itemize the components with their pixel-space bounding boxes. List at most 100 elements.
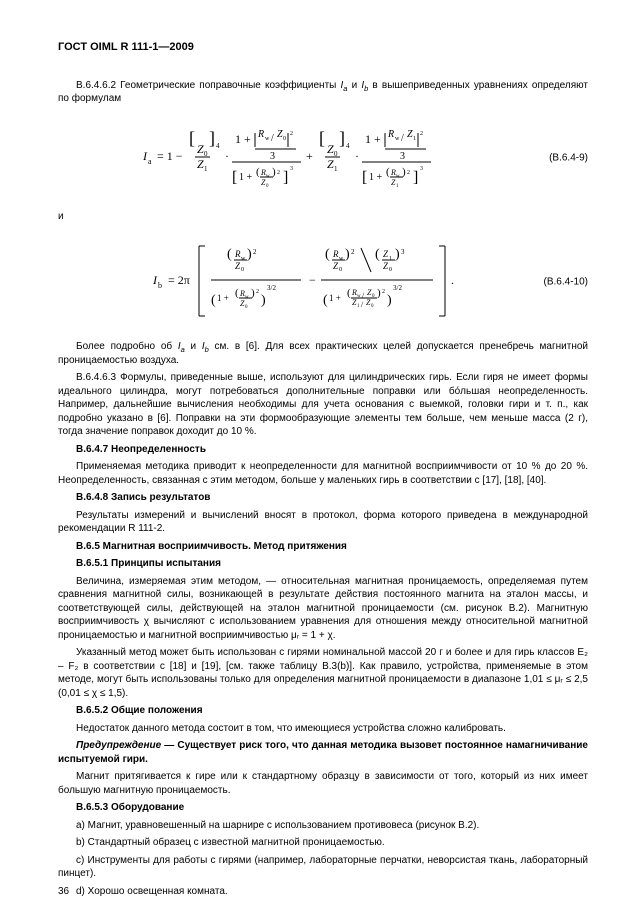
svg-text:0: 0 bbox=[371, 304, 374, 309]
svg-text:1: 1 bbox=[334, 165, 338, 173]
heading-b653: B.6.5.3 Оборудование bbox=[58, 801, 588, 815]
svg-text:3/2: 3/2 bbox=[393, 284, 402, 292]
svg-text:3: 3 bbox=[400, 151, 405, 162]
list-item-b: b) Стандартный образец с известной магни… bbox=[58, 836, 588, 850]
heading-b647: B.6.4.7 Неопределенность bbox=[58, 443, 588, 457]
warning-paragraph: Предупреждение — Существует риск того, ч… bbox=[58, 739, 588, 766]
svg-text:.: . bbox=[451, 273, 454, 287]
list-item-d: d) Хорошо освещенная комната. bbox=[58, 885, 588, 899]
paragraph-b648: Результаты измерений и вычислений вносят… bbox=[58, 509, 588, 536]
svg-text:w: w bbox=[339, 256, 344, 262]
svg-text:1: 1 bbox=[413, 136, 416, 142]
svg-text:): ) bbox=[395, 247, 400, 262]
svg-text:2: 2 bbox=[382, 289, 385, 295]
list-item-a: a) Магнит, уравновешенный на шарнире с и… bbox=[58, 819, 588, 833]
svg-text:(: ( bbox=[211, 293, 216, 308]
paragraph-b6463: B.6.4.6.3 Формулы, приведенные выше, исп… bbox=[58, 371, 588, 439]
svg-text:Z: Z bbox=[327, 142, 334, 156]
svg-text:(: ( bbox=[256, 166, 260, 178]
svg-text:): ) bbox=[377, 287, 381, 299]
svg-text:): ) bbox=[251, 287, 255, 299]
svg-text:0: 0 bbox=[283, 136, 286, 142]
svg-text:+: + bbox=[306, 149, 313, 163]
document-page: ГОСТ OIML R 111-1—2009 B.6.4.6.2 Геометр… bbox=[0, 0, 630, 922]
svg-text:R: R bbox=[332, 249, 339, 259]
paragraph-b651a: Величина, измеряемая этим методом, — отн… bbox=[58, 575, 588, 643]
svg-text:3: 3 bbox=[401, 248, 405, 256]
svg-text:2: 2 bbox=[277, 170, 280, 176]
svg-text:0: 0 bbox=[241, 267, 244, 273]
paragraph-b652b: Магнит притягивается к гире или к станда… bbox=[58, 770, 588, 797]
equation-image: Ib = 2π ( Rw Z0 ) 2 ( 1 + bbox=[153, 238, 493, 327]
svg-text:): ) bbox=[261, 293, 266, 308]
svg-text:(: ( bbox=[235, 287, 239, 299]
svg-text:1: 1 bbox=[389, 256, 392, 262]
svg-text:w: w bbox=[265, 136, 270, 142]
svg-text:(: ( bbox=[375, 247, 380, 262]
heading-b651: B.6.5.1 Принципы испытания bbox=[58, 557, 588, 571]
paragraph-b647: Применяемая методика приводит к неопреде… bbox=[58, 460, 588, 487]
equation-number: (B.6.4-10) bbox=[544, 275, 588, 289]
svg-text:(: ( bbox=[325, 247, 330, 262]
heading-b648: B.6.4.8 Запись результатов bbox=[58, 491, 588, 505]
text: и bbox=[347, 80, 361, 91]
svg-text:0: 0 bbox=[245, 305, 248, 310]
svg-text:2: 2 bbox=[420, 131, 423, 137]
svg-text:): ) bbox=[387, 293, 392, 308]
paragraph-b651b: Указанный метод может быть использован с… bbox=[58, 646, 588, 700]
svg-text:[: [ bbox=[362, 169, 367, 186]
list-item-c: c) Инструменты для работы с гирями (напр… bbox=[58, 854, 588, 881]
svg-text:3: 3 bbox=[290, 166, 293, 172]
svg-text:]: ] bbox=[413, 169, 418, 186]
svg-text:/: / bbox=[361, 300, 364, 309]
svg-text:[: [ bbox=[319, 128, 325, 148]
paragraph-more: Более подробно об Ia и Ib см. в [6]. Для… bbox=[58, 340, 588, 367]
svg-text:R: R bbox=[257, 129, 264, 140]
text: Более подробно об bbox=[76, 341, 178, 352]
equation-number: (B.6.4-9) bbox=[549, 151, 588, 165]
equation-b6410: Ib = 2π ( Rw Z0 ) 2 ( 1 + bbox=[58, 238, 588, 327]
sym-ia: Ia bbox=[178, 341, 185, 352]
svg-text:1 +: 1 + bbox=[369, 172, 383, 183]
svg-text:/: / bbox=[401, 133, 404, 144]
heading-b652: B.6.5.2 Общие положения bbox=[58, 704, 588, 718]
svg-text:2: 2 bbox=[253, 248, 257, 256]
svg-text:]: ] bbox=[283, 169, 288, 186]
svg-text:0: 0 bbox=[389, 267, 392, 273]
svg-text:1: 1 bbox=[204, 165, 208, 173]
svg-text:−: − bbox=[309, 273, 316, 287]
page-number: 36 bbox=[58, 885, 69, 899]
svg-text:Z: Z bbox=[327, 157, 334, 171]
text: B.6.4.6.2 Геометрические поправочные коэ… bbox=[76, 80, 341, 91]
svg-text:1 +: 1 + bbox=[239, 172, 253, 183]
svg-text:[: [ bbox=[232, 169, 237, 186]
svg-text:b: b bbox=[158, 281, 162, 290]
paragraph-b652: Недостаток данного метода состоит в том,… bbox=[58, 722, 588, 736]
svg-text:[: [ bbox=[189, 128, 195, 148]
svg-text:]: ] bbox=[209, 128, 215, 148]
svg-text:R: R bbox=[234, 249, 241, 259]
svg-text:2: 2 bbox=[351, 248, 355, 256]
svg-text:(: ( bbox=[347, 287, 351, 299]
paragraph-b6462: B.6.4.6.2 Геометрические поправочные коэ… bbox=[58, 79, 588, 106]
svg-text:(: ( bbox=[386, 166, 390, 178]
text: и bbox=[185, 341, 202, 352]
svg-text:1: 1 bbox=[396, 184, 399, 189]
svg-text:1 +: 1 + bbox=[235, 132, 251, 146]
svg-text:Z: Z bbox=[197, 142, 204, 156]
svg-text:R: R bbox=[387, 129, 394, 140]
svg-text:): ) bbox=[272, 166, 276, 178]
svg-text:4: 4 bbox=[216, 142, 220, 150]
svg-text:(: ( bbox=[323, 293, 328, 308]
svg-text:): ) bbox=[345, 247, 350, 262]
document-header: ГОСТ OIML R 111-1—2009 bbox=[58, 40, 588, 55]
svg-text:1: 1 bbox=[357, 304, 360, 309]
svg-text:3: 3 bbox=[270, 151, 275, 162]
svg-text:1 +: 1 + bbox=[365, 132, 381, 146]
svg-text:2: 2 bbox=[407, 170, 410, 176]
svg-text:2: 2 bbox=[290, 131, 293, 137]
svg-text:): ) bbox=[402, 166, 406, 178]
svg-text:1 +: 1 + bbox=[217, 293, 229, 303]
svg-text:w: w bbox=[395, 136, 400, 142]
svg-text:2: 2 bbox=[256, 289, 259, 295]
